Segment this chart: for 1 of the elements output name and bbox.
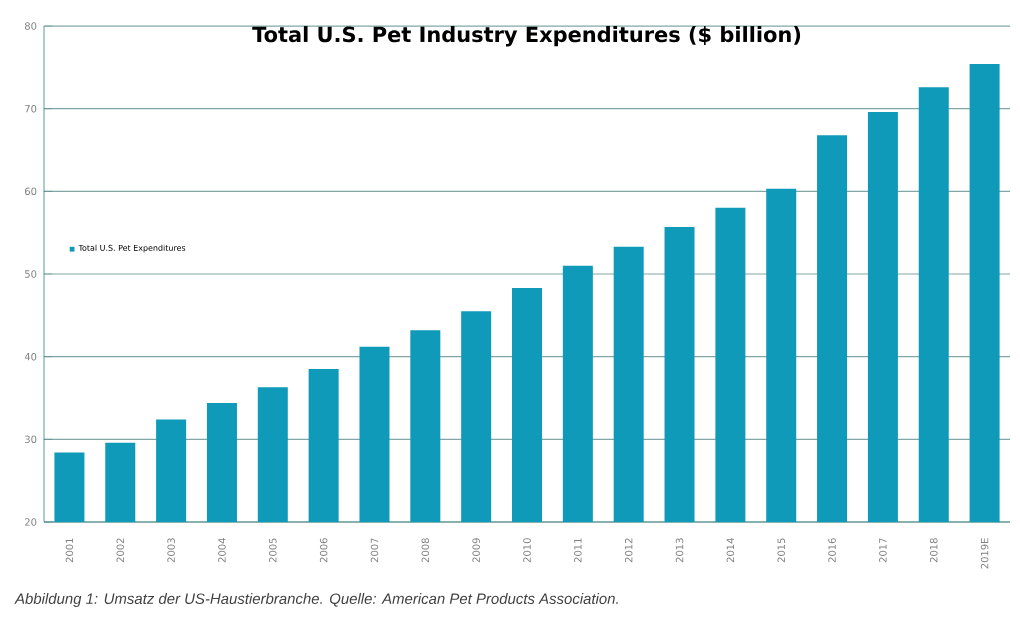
chart-title: Total U.S. Pet Industry Expenditures ($ billion) [252,26,801,47]
